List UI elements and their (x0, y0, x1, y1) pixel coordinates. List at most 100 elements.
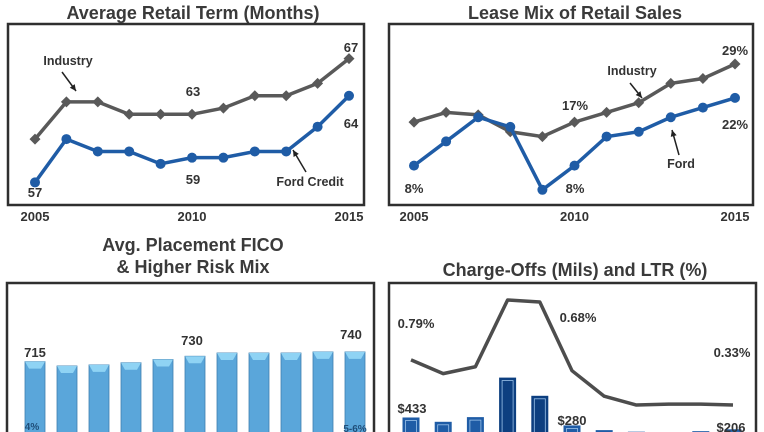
chart3-inner-label: 5-6% (343, 424, 366, 432)
chart1-industry-point (280, 90, 292, 102)
chart1-x-tick-label: 2005 (21, 209, 50, 224)
chart3-data-label: 715 (24, 345, 46, 360)
chart4-bar-inner (405, 420, 417, 432)
chart2-ford-point (697, 102, 708, 113)
chart3-bar (248, 352, 270, 432)
chart4-data-label: $433 (398, 401, 427, 416)
chart4-bar-inner (469, 419, 482, 432)
chart2-data-label: 29% (722, 43, 748, 58)
chart2-legend-arrow-head (635, 91, 642, 98)
chart4-bar-inner (501, 380, 514, 432)
chart2-x-tick-label: 2015 (721, 209, 750, 224)
chart3-inner-label: 4% (25, 422, 40, 432)
chart2-ford-point (441, 136, 452, 147)
chart3-bar (280, 352, 302, 432)
chart1-data-label: 64 (344, 116, 359, 131)
chart2-legend-label: Industry (607, 64, 656, 78)
chart1-ford-credit-point (61, 134, 72, 145)
chart1-ford-credit-point (249, 146, 260, 157)
chart1-ford-credit-point (124, 146, 135, 157)
chart1-legend-arrow-head (69, 84, 76, 91)
chart2-data-label: 22% (722, 117, 748, 132)
chart1-ford-credit-point (312, 121, 323, 132)
chart3-bar (88, 364, 110, 432)
chart2-industry-point (601, 106, 613, 118)
chart3-title: Avg. Placement FICO & Higher Risk Mix (102, 235, 284, 277)
chart3-data-label: 730 (181, 333, 203, 348)
chart2-legend-arrow-head (670, 130, 677, 137)
chart1-data-label: 57 (28, 185, 42, 200)
chart1-industry-point (92, 96, 104, 108)
chart4-line-label: 0.79% (398, 316, 435, 331)
chart2-ford-point (633, 126, 644, 137)
chart1-ford-credit-point (218, 152, 229, 163)
chart4-bar (434, 421, 452, 432)
chart1-x-tick-label: 2010 (178, 209, 207, 224)
chart3-bar-cap (89, 364, 109, 372)
chart1-ford-credit-point (344, 90, 354, 101)
chart2-data-label: 8% (405, 181, 424, 196)
chart2-ford-point (601, 131, 612, 142)
chart2-ford-point (730, 92, 740, 103)
chart2-ford-point (409, 160, 419, 171)
chart4-line-label: 0.33% (714, 345, 751, 360)
chart2-industry-point (536, 131, 548, 143)
chart1-ford-credit-point (187, 152, 197, 163)
chart2-ford-point (505, 121, 516, 132)
chart2-legend-label: Ford (667, 157, 695, 171)
chart3-bar (312, 351, 334, 432)
chart1-ford-credit-point (92, 146, 103, 157)
chart1-data-label: 63 (186, 84, 200, 99)
chart1-ford-credit-point (281, 146, 292, 157)
chart2-ford-point (537, 184, 548, 195)
chart2-x-tick-label: 2010 (560, 209, 589, 224)
chart2-ford-point (569, 160, 580, 171)
chart1-industry-point (60, 96, 72, 108)
chart4-frame (387, 281, 758, 432)
chart3-bar-cap (153, 359, 173, 367)
chart1-ford-credit-point (30, 177, 40, 188)
chart3-bar (152, 359, 174, 432)
chart4-title: Charge-Offs (Mils) and LTR (%) (442, 260, 708, 280)
chart3-bar-cap (249, 352, 269, 360)
chart2-title: Lease Mix of Retail Sales (467, 3, 683, 23)
chart1-industry-point (29, 133, 41, 145)
chart1-industry-point (249, 90, 261, 102)
chart1-industry-point (186, 108, 198, 120)
chart4-bar-inner (437, 424, 450, 432)
chart3-bar (216, 352, 238, 432)
chart2-industry-point (697, 73, 709, 85)
chart1-industry-point (123, 108, 135, 120)
chart3-bar-cap (25, 361, 45, 369)
chart2-industry-point (729, 58, 741, 70)
chart1-industry-point (155, 108, 167, 120)
chart1-legend-label: Industry (43, 54, 92, 68)
chart1-legend-arrow-head (293, 150, 299, 157)
chart2-industry-point (440, 106, 452, 118)
chart1-title: Average Retail Term (Months) (66, 3, 320, 23)
chart2-ford-point (665, 112, 676, 123)
chart1-x-tick-label: 2015 (335, 209, 364, 224)
chart3-bar-cap (217, 352, 237, 360)
chart1-data-label: 59 (186, 172, 200, 187)
chart3-bar-cap (57, 365, 77, 373)
chart4-ltr-line (410, 298, 734, 407)
chart2-ford-point (473, 112, 484, 123)
chart1-ford-credit-point (155, 158, 166, 169)
chart4-bar (466, 417, 484, 432)
chart3-bar (344, 351, 366, 432)
chart2-data-label: 8% (566, 181, 585, 196)
chart4-bar (531, 395, 549, 432)
chart3-bar-cap (281, 352, 301, 360)
chart4-bar (499, 377, 517, 432)
chart2-industry-point (569, 116, 580, 128)
chart3-bar (56, 365, 78, 432)
chart2-data-label: 17% (562, 98, 588, 113)
chart4-line-label: 0.68% (560, 310, 597, 325)
chart2-x-tick-label: 2005 (400, 209, 429, 224)
chart3-bar-cap (345, 351, 365, 359)
chart3-bar (184, 355, 206, 432)
chart3-bar-cap (121, 362, 141, 370)
chart3-data-label: 740 (340, 327, 362, 342)
